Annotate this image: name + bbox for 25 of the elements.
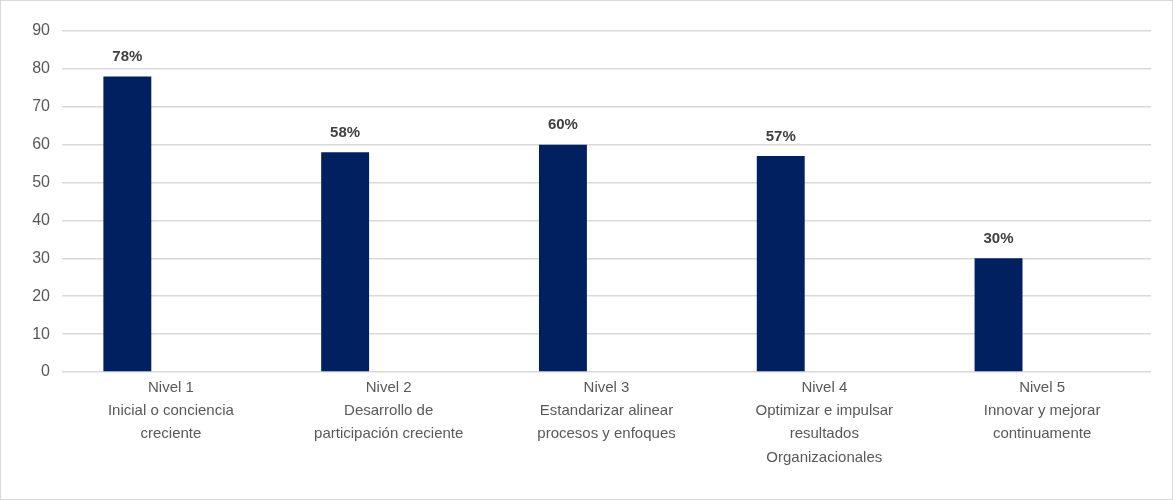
x-tick-label: Nivel 5 Innovar y mejorar continuamente xyxy=(983,377,1101,442)
data-label: 58% xyxy=(330,122,361,140)
data-label: 60% xyxy=(547,115,578,133)
x-tick-label: Nivel 4 Optimizar e impulsar resultados Organizacionales xyxy=(755,377,894,465)
bar xyxy=(321,152,370,372)
y-tick-label: 10 xyxy=(32,324,51,342)
y-tick-label: 0 xyxy=(41,362,51,380)
data-label: 78% xyxy=(112,47,143,65)
bar xyxy=(103,76,152,372)
x-tick-label: Nivel 3 Estandarizar alinear procesos y enfoques xyxy=(537,377,676,442)
y-tick-label: 50 xyxy=(32,172,51,190)
y-tick-label: 80 xyxy=(32,59,51,77)
y-tick-label: 90 xyxy=(32,21,51,39)
x-tick-label: Nivel 1 Inicial o conciencia creciente xyxy=(107,377,235,442)
bar xyxy=(538,144,587,372)
bar xyxy=(756,156,805,372)
y-tick-label: 70 xyxy=(32,97,51,115)
x-tick-label: Nivel 2 Desarrollo de participación creciente xyxy=(314,377,464,442)
bar xyxy=(974,258,1023,372)
y-tick-label: 30 xyxy=(32,248,51,266)
data-label: 30% xyxy=(983,228,1014,246)
y-tick-label: 60 xyxy=(32,135,51,153)
data-label: 57% xyxy=(765,126,796,144)
y-tick-label: 20 xyxy=(32,286,51,304)
y-tick-label: 40 xyxy=(32,210,51,228)
